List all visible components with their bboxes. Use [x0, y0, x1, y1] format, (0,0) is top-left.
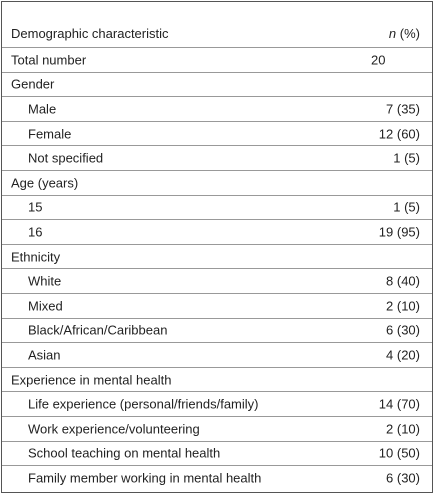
table-row: Work experience/volunteering 2 (10) [2, 417, 432, 442]
row-label: Ethnicity [11, 249, 61, 265]
row-label: Life experience (personal/friends/family… [28, 396, 259, 412]
table-row: Gender [2, 73, 432, 98]
table-row: Not specified 1 (5) [2, 146, 432, 171]
row-label: Family member working in mental health [28, 470, 262, 486]
table-row: Male 7 (35) [2, 97, 432, 122]
row-value: 2 (10) [386, 421, 420, 437]
table-row: Asian 4 (20) [2, 343, 432, 368]
row-label: Experience in mental health [11, 372, 172, 388]
table-row: White 8 (40) [2, 269, 432, 294]
row-label: White [28, 273, 62, 289]
row-value: 4 (20) [386, 347, 420, 363]
row-label: Asian [28, 347, 61, 363]
row-value: 10 (50) [378, 445, 420, 461]
table-row: 16 19 (95) [2, 220, 432, 245]
row-label: Work experience/volunteering [28, 421, 200, 437]
table-row: Ethnicity [2, 245, 432, 270]
row-label: School teaching on mental health [28, 445, 221, 461]
row-label: Male [28, 101, 57, 117]
row-label: Age (years) [11, 175, 79, 191]
table-row: Mixed 2 (10) [2, 294, 432, 319]
header-label: Demographic characteristic [11, 26, 169, 41]
row-label: Female [28, 126, 72, 142]
row-label: Mixed [28, 298, 63, 314]
header-unit: (%) [396, 26, 420, 41]
row-value: 6 (30) [386, 470, 420, 486]
row-value: 1 (5) [393, 199, 420, 215]
row-value: 19 (95) [378, 224, 420, 240]
table-row: Black/African/Caribbean 6 (30) [2, 319, 432, 344]
header-italic: n [388, 26, 397, 41]
table-row: Female 12 (60) [2, 122, 432, 147]
row-value: 14 (70) [378, 396, 420, 412]
row-label: Black/African/Caribbean [28, 322, 168, 338]
header-row: Demographic characteristic n (%) [2, 2, 432, 48]
row-value: 2 (10) [386, 298, 420, 314]
table-row: Life experience (personal/friends/family… [2, 392, 432, 417]
row-label: 15 [28, 199, 43, 215]
header-value: n (%) [389, 26, 420, 41]
table-row: 15 1 (5) [2, 196, 432, 221]
table-row: Family member working in mental health 6 … [2, 466, 432, 491]
row-value: 6 (30) [386, 322, 420, 338]
table-row: Age (years) [2, 171, 432, 196]
row-label: Gender [11, 76, 55, 92]
row-value: 7 (35) [386, 101, 420, 117]
row-value: 1 (5) [393, 150, 420, 166]
row-value: 20 [371, 52, 386, 68]
row-label: Not specified [28, 150, 104, 166]
row-value: 8 (40) [386, 273, 420, 289]
table-row: School teaching on mental health 10 (50) [2, 442, 432, 467]
row-label: Total number [11, 52, 87, 68]
row-label: 16 [28, 224, 43, 240]
table-row: Total number 20 [2, 48, 432, 73]
row-value: 12 (60) [378, 126, 420, 142]
table-row: Experience in mental health [2, 368, 432, 393]
